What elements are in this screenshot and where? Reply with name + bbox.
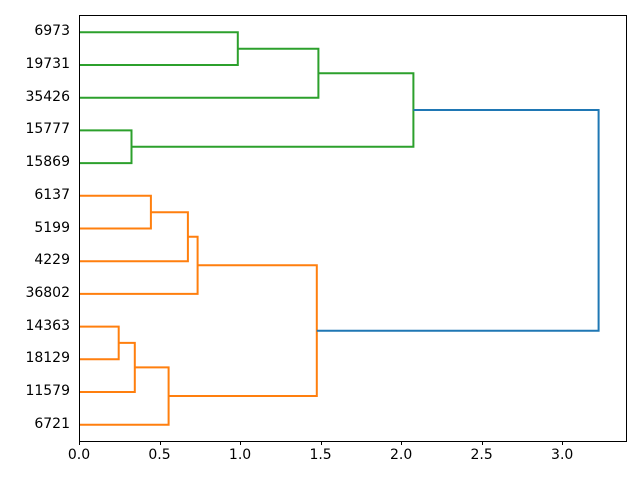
leaf-label-6137: 6137: [34, 186, 70, 203]
leaf-label-6721: 6721: [34, 415, 70, 432]
plot-area: [79, 15, 627, 442]
x-tick-label-2.0: 2.0: [389, 447, 413, 463]
dendrogram-lines: [80, 31, 600, 426]
cluster-link-g1: [80, 31, 239, 66]
cluster-link-g3: [80, 129, 133, 165]
x-tick-mark: [159, 441, 161, 445]
x-tick-mark: [562, 441, 564, 445]
leaf-label-4229: 4229: [34, 252, 70, 269]
cluster-link-o5: [80, 341, 136, 393]
cluster-link-o4: [80, 325, 120, 361]
x-tick-label-1.5: 1.5: [309, 447, 332, 463]
leaf-label-6973: 6973: [34, 23, 70, 40]
leaf-label-15869: 15869: [25, 154, 70, 171]
leaf-label-11579: 11579: [25, 382, 70, 399]
x-tick-label-3.0: 3.0: [551, 447, 574, 463]
x-tick-label-1.0: 1.0: [228, 447, 252, 463]
x-tick-label-2.5: 2.5: [470, 447, 493, 463]
x-tick-label-0.5: 0.5: [148, 447, 171, 463]
x-tick-mark: [320, 441, 322, 445]
leaf-label-18129: 18129: [25, 350, 70, 367]
cluster-link-g4: [131, 72, 415, 148]
leaf-label-14363: 14363: [25, 317, 70, 334]
leaf-label-5199: 5199: [34, 219, 70, 236]
x-tick-mark: [401, 441, 403, 445]
x-tick-label-0.0: 0.0: [67, 447, 91, 463]
cluster-link-o7: [168, 264, 318, 397]
cluster-link-o1: [80, 194, 152, 230]
x-tick-mark: [240, 441, 242, 445]
leaf-label-15777: 15777: [25, 121, 70, 138]
leaf-label-35426: 35426: [25, 88, 70, 105]
x-tick-mark: [79, 441, 80, 445]
leaf-label-36802: 36802: [25, 284, 70, 301]
cluster-link-root: [316, 109, 600, 332]
cluster-link-o2: [80, 211, 189, 263]
cluster-link-o6: [80, 366, 170, 426]
leaf-label-19731: 19731: [25, 56, 70, 73]
cluster-link-g2: [80, 47, 320, 99]
cluster-link-o3: [80, 235, 199, 295]
x-tick-mark: [481, 441, 483, 445]
